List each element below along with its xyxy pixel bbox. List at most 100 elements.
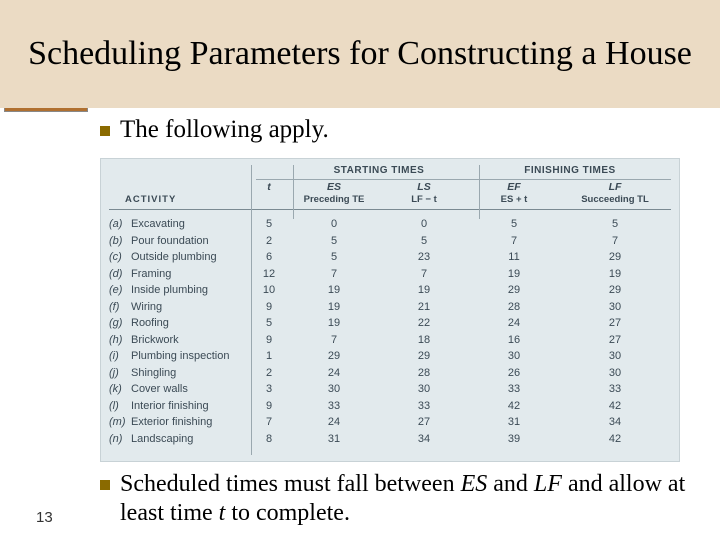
row-es: 19: [289, 299, 379, 316]
row-name: Outside plumbing: [131, 249, 249, 266]
table-row: (f)Wiring919212830: [109, 299, 671, 316]
row-ls: 28: [379, 365, 469, 382]
table-row: (i)Plumbing inspection129293030: [109, 348, 671, 365]
table-row: (g)Roofing519222427: [109, 315, 671, 332]
row-key: (e): [109, 282, 131, 299]
col-lf-sub: Succeeding TL: [559, 194, 671, 205]
col-ef-sub: ES + t: [469, 194, 559, 205]
row-es: 5: [289, 233, 379, 250]
row-t: 5: [249, 315, 289, 332]
row-ef: 39: [469, 431, 559, 448]
row-es: 7: [289, 266, 379, 283]
bullet-square-icon: [100, 126, 110, 136]
table-rule: [293, 165, 294, 219]
row-es: 0: [289, 216, 379, 233]
table-body: (a)Excavating50055(b)Pour foundation2557…: [109, 216, 671, 447]
col-ef: EF: [469, 181, 559, 193]
row-es: 7: [289, 332, 379, 349]
row-ef: 24: [469, 315, 559, 332]
col-ls: LS: [379, 181, 469, 193]
table-row: (m)Exterior finishing724273134: [109, 414, 671, 431]
row-name: Shingling: [131, 365, 249, 382]
row-ef: 26: [469, 365, 559, 382]
row-name: Pour foundation: [131, 233, 249, 250]
row-name: Exterior finishing: [131, 414, 249, 431]
table-rule: [256, 179, 671, 180]
row-ls: 29: [379, 348, 469, 365]
row-lf: 5: [559, 216, 671, 233]
row-t: 12: [249, 266, 289, 283]
row-key: (g): [109, 315, 131, 332]
row-ls: 33: [379, 398, 469, 415]
row-key: (n): [109, 431, 131, 448]
row-key: (k): [109, 381, 131, 398]
row-ef: 11: [469, 249, 559, 266]
row-ef: 28: [469, 299, 559, 316]
row-key: (i): [109, 348, 131, 365]
row-ls: 0: [379, 216, 469, 233]
row-lf: 30: [559, 365, 671, 382]
table-header-row3: ACTIVITY Preceding TE LF − t ES + t Succ…: [109, 194, 671, 210]
row-name: Wiring: [131, 299, 249, 316]
text-lf: LF: [534, 471, 562, 497]
row-t: 6: [249, 249, 289, 266]
row-key: (a): [109, 216, 131, 233]
row-ef: 33: [469, 381, 559, 398]
row-t: 5: [249, 216, 289, 233]
row-t: 7: [249, 414, 289, 431]
col-ls-sub: LF − t: [379, 194, 469, 205]
text-es: ES: [461, 471, 488, 497]
table-row: (h)Brickwork97181627: [109, 332, 671, 349]
table-header-group: STARTING TIMES FINISHING TIMES: [109, 165, 671, 178]
row-ls: 21: [379, 299, 469, 316]
bullet-top: The following apply.: [100, 115, 690, 145]
row-lf: 34: [559, 414, 671, 431]
row-lf: 27: [559, 332, 671, 349]
bullet-top-text: The following apply.: [120, 115, 329, 145]
row-key: (f): [109, 299, 131, 316]
row-lf: 42: [559, 398, 671, 415]
row-es: 24: [289, 365, 379, 382]
row-name: Plumbing inspection: [131, 348, 249, 365]
row-ls: 5: [379, 233, 469, 250]
row-es: 30: [289, 381, 379, 398]
row-t: 10: [249, 282, 289, 299]
row-lf: 30: [559, 348, 671, 365]
table-rule: [251, 165, 252, 455]
header-starting: STARTING TIMES: [289, 165, 469, 176]
table-row: (e)Inside plumbing1019192929: [109, 282, 671, 299]
row-key: (b): [109, 233, 131, 250]
row-es: 19: [289, 282, 379, 299]
row-ef: 42: [469, 398, 559, 415]
row-lf: 33: [559, 381, 671, 398]
row-key: (h): [109, 332, 131, 349]
table-row: (d)Framing12771919: [109, 266, 671, 283]
text-fragment: and: [487, 471, 534, 497]
row-ls: 18: [379, 332, 469, 349]
row-ef: 30: [469, 348, 559, 365]
row-t: 3: [249, 381, 289, 398]
table-rule: [479, 165, 480, 219]
row-name: Framing: [131, 266, 249, 283]
bullet-bottom-text: Scheduled times must fall between ES and…: [120, 470, 700, 529]
row-lf: 7: [559, 233, 671, 250]
row-name: Excavating: [131, 216, 249, 233]
row-es: 29: [289, 348, 379, 365]
row-lf: 19: [559, 266, 671, 283]
table-row: (b)Pour foundation25577: [109, 233, 671, 250]
text-fragment: to complete.: [225, 500, 350, 526]
row-t: 8: [249, 431, 289, 448]
table-row: (n)Landscaping831343942: [109, 431, 671, 448]
row-name: Interior finishing: [131, 398, 249, 415]
row-ef: 7: [469, 233, 559, 250]
header-finishing: FINISHING TIMES: [469, 165, 671, 176]
row-ls: 23: [379, 249, 469, 266]
slide-title: Scheduling Parameters for Constructing a…: [28, 34, 692, 73]
col-es: ES: [289, 181, 379, 193]
row-ef: 19: [469, 266, 559, 283]
row-ls: 19: [379, 282, 469, 299]
row-lf: 27: [559, 315, 671, 332]
row-lf: 30: [559, 299, 671, 316]
row-ef: 16: [469, 332, 559, 349]
row-ef: 31: [469, 414, 559, 431]
